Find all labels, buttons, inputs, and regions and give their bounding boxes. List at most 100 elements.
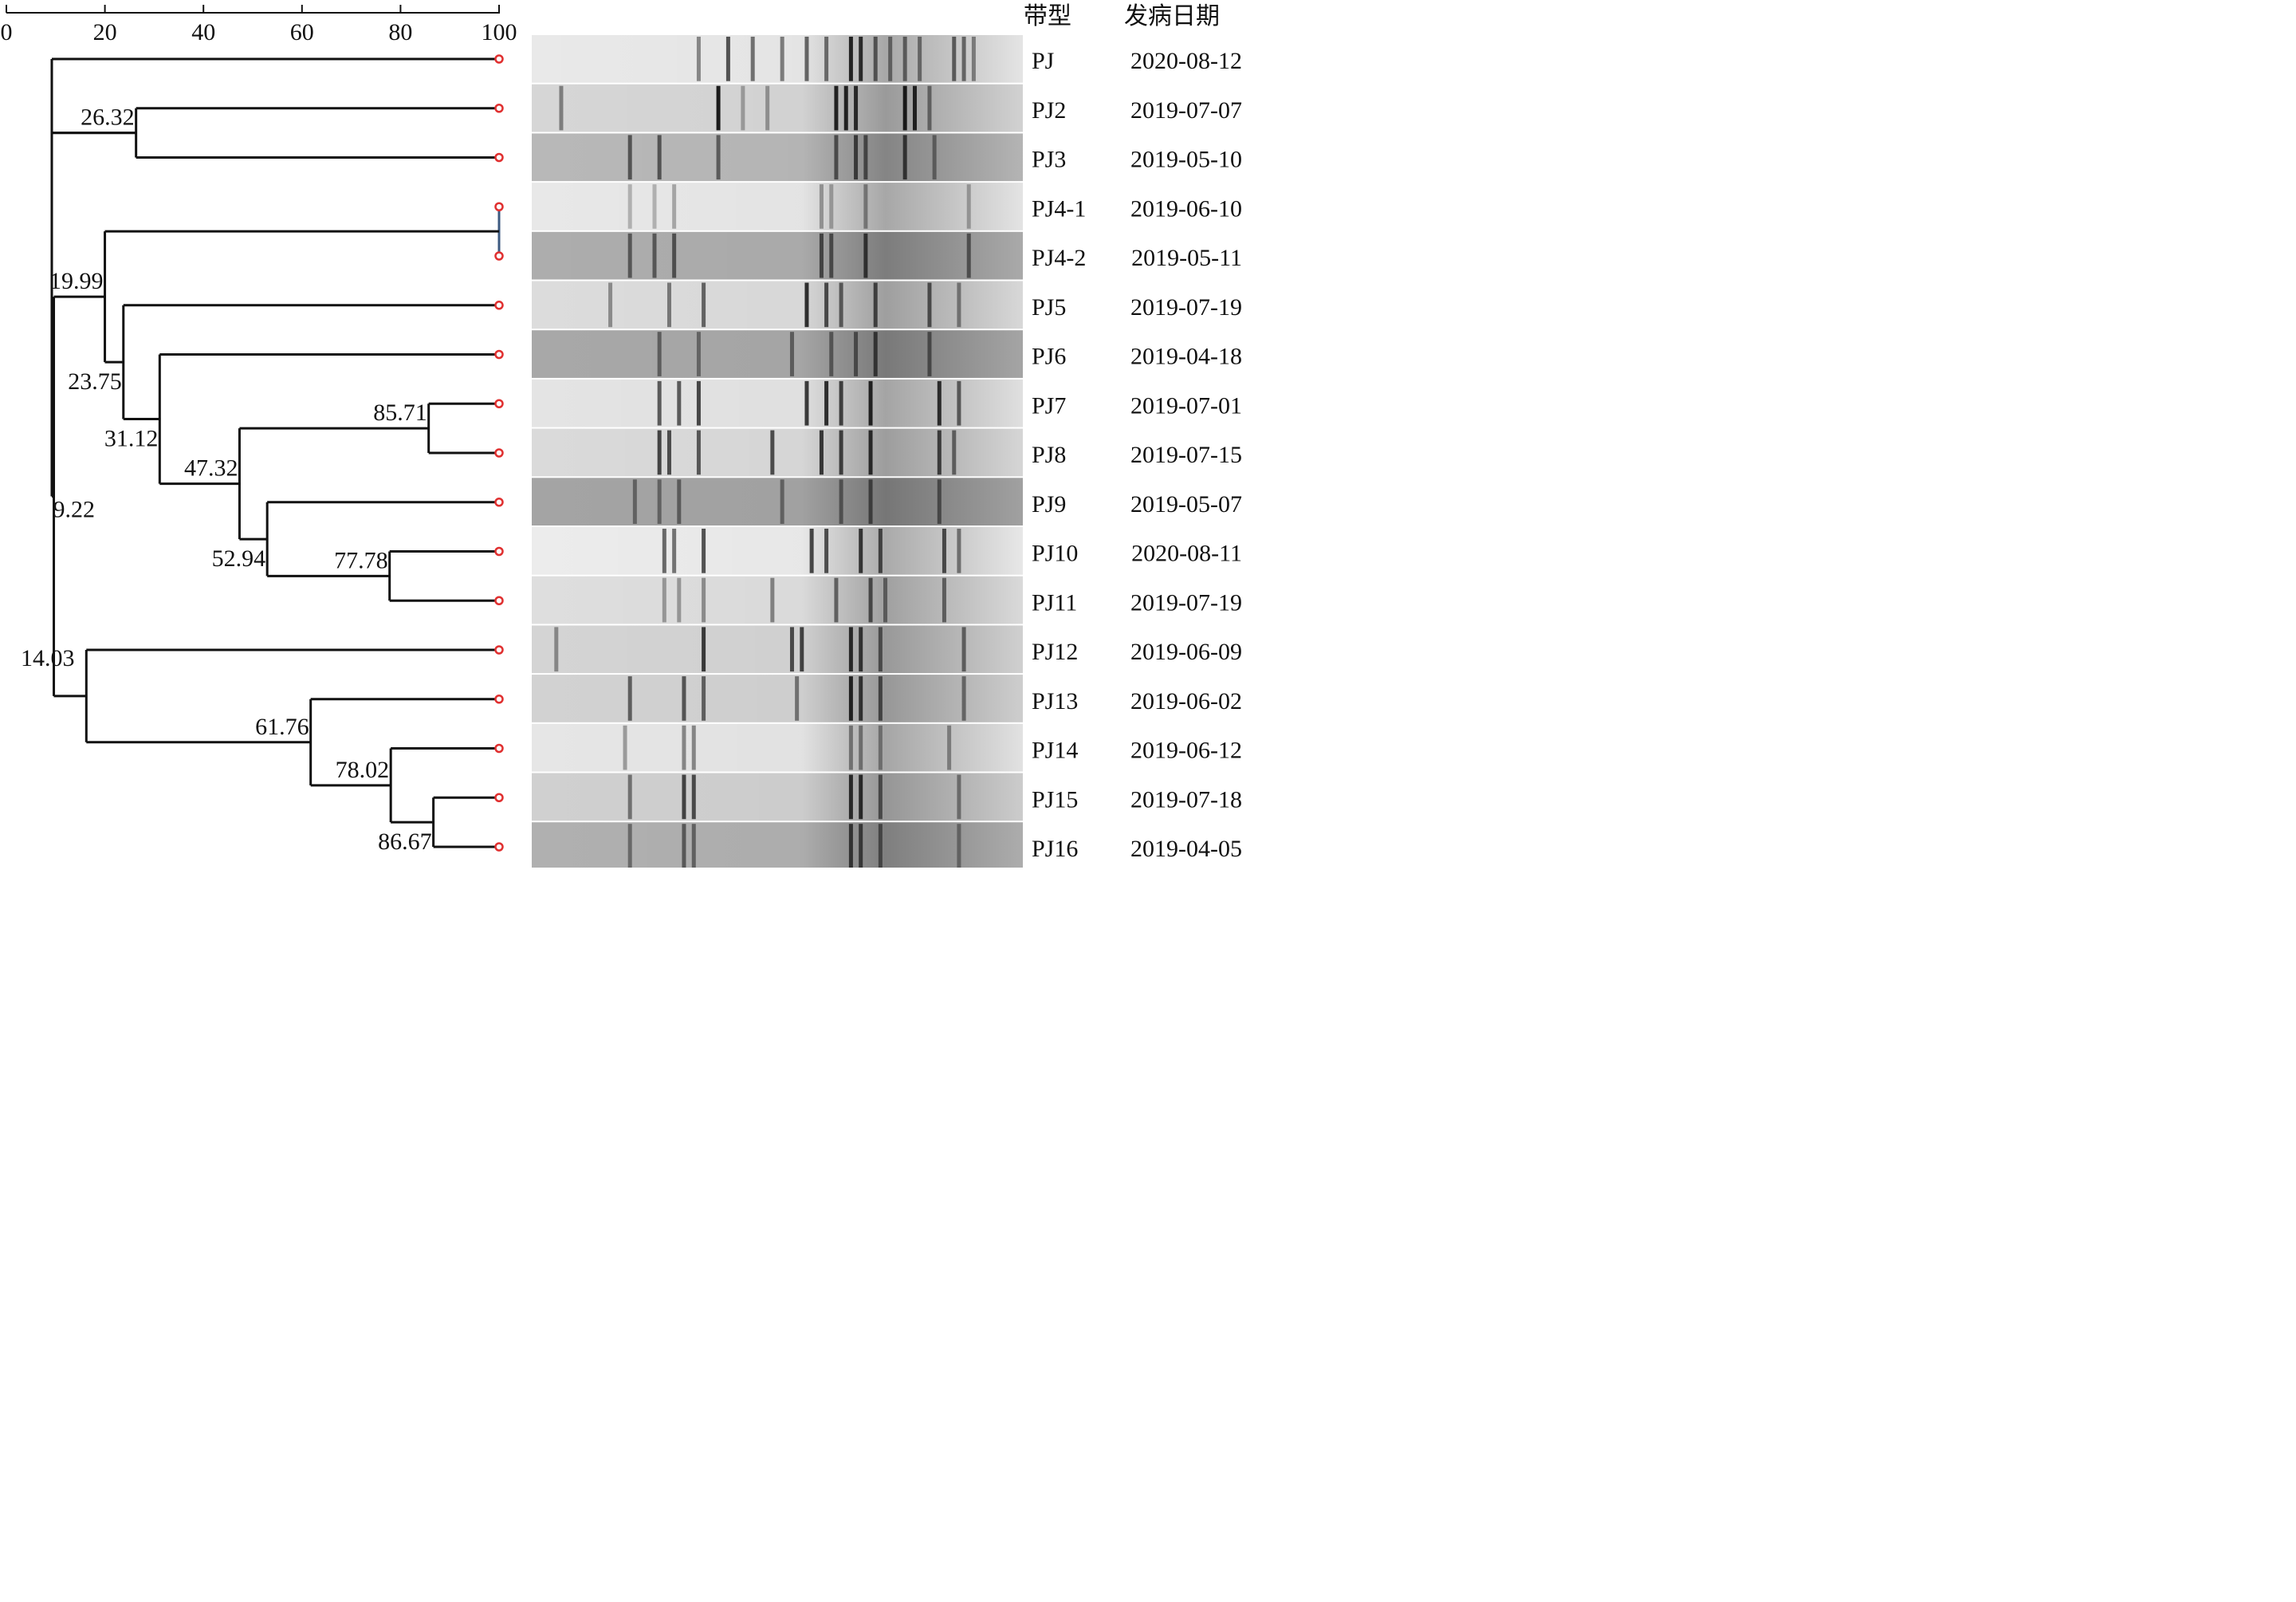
node-similarity-label: 47.32: [184, 455, 238, 482]
gel-lane: [532, 723, 1023, 772]
leaf-marker: [494, 301, 504, 310]
leaf-marker: [494, 202, 504, 211]
gel-lane-smear: [532, 822, 1023, 868]
onset-date-label: 2020-08-12: [1130, 48, 1242, 74]
gel-lane-smear: [532, 625, 1023, 674]
gel-band: [657, 135, 662, 180]
gel-band: [765, 85, 770, 131]
gel-lane-smear: [532, 84, 1023, 132]
node-similarity-label: 61.76: [255, 714, 309, 740]
gel-lane: [532, 773, 1023, 821]
sample-row: PJ9 2019-05-07: [1032, 491, 1242, 518]
gel-band: [848, 37, 853, 81]
gel-band: [834, 577, 839, 623]
gel-band: [854, 85, 859, 131]
leaf-marker: [494, 399, 504, 408]
gel-lane: [532, 428, 1023, 477]
gel-lane-smear: [532, 773, 1023, 821]
gel-band: [657, 479, 662, 524]
gel-band: [957, 529, 961, 573]
sample-row: PJ7 2019-07-01: [1032, 392, 1242, 419]
gel-band: [952, 430, 957, 475]
gel-band: [672, 184, 677, 229]
gel-band: [947, 725, 952, 770]
gel-band: [824, 380, 829, 426]
gel-band: [829, 332, 834, 376]
gel-band: [848, 725, 853, 770]
gel-band: [804, 37, 809, 81]
gel-band: [623, 725, 627, 770]
gel-lane: [532, 183, 1023, 230]
gel-band: [961, 37, 966, 81]
gel-band: [839, 479, 843, 524]
gel-lane-smear: [532, 231, 1023, 280]
gel-band: [957, 824, 961, 868]
onset-date-label: 2019-04-18: [1130, 344, 1242, 370]
gel-band: [942, 529, 946, 573]
sample-row: PJ13 2019-06-02: [1032, 688, 1242, 714]
leaf-marker: [494, 498, 504, 507]
onset-date-label: 2019-06-09: [1130, 639, 1242, 665]
gel-band: [859, 676, 863, 721]
leaf-marker: [494, 546, 504, 557]
gel-band: [741, 85, 745, 131]
gel-lane-smear: [532, 478, 1023, 525]
node-labels: 9.22 26.32 19.99 23.75 31.12 47.32 85.71 52.94 7…: [21, 104, 432, 856]
gel-band: [652, 184, 657, 229]
gel-band: [829, 184, 834, 229]
gel-band: [702, 282, 706, 328]
onset-date-label: 2019-07-18: [1130, 786, 1242, 813]
gel-band: [657, 380, 662, 426]
leaf-marker: [494, 349, 504, 360]
gel-band: [927, 85, 932, 131]
gel-band: [702, 676, 706, 721]
sample-row: PJ 2020-08-12: [1032, 48, 1242, 74]
axis-tick-label: 20: [93, 19, 117, 45]
gel-band: [937, 479, 942, 524]
sample-row: PJ12 2019-06-09: [1032, 639, 1242, 665]
gel-band: [966, 233, 971, 278]
gel-band: [789, 332, 794, 376]
gel-band: [627, 135, 632, 180]
gel-band: [627, 184, 632, 229]
sample-row: PJ8 2019-07-15: [1032, 442, 1242, 468]
band-type-label: PJ4-2: [1032, 245, 1086, 271]
gel-lane-smear: [532, 281, 1023, 329]
gel-band: [868, 430, 873, 475]
onset-date-label: 2019-05-07: [1130, 491, 1242, 518]
gel-band: [824, 282, 829, 328]
gel-band: [834, 85, 839, 131]
onset-date-label: 2019-06-12: [1130, 738, 1242, 764]
gel-band: [859, 627, 863, 672]
gel-band: [961, 627, 966, 672]
onset-date-label: 2020-08-11: [1131, 541, 1242, 567]
gel-band: [702, 577, 706, 623]
gel-band: [716, 135, 721, 180]
sample-row: PJ10 2020-08-11: [1032, 541, 1242, 567]
dendrogram: [50, 57, 501, 848]
sample-row: PJ6 2019-04-18: [1032, 344, 1242, 370]
gel-band: [952, 37, 957, 81]
gel-lane: [532, 625, 1023, 674]
gel-band: [868, 380, 873, 426]
gel-band: [804, 380, 809, 426]
gel-band: [627, 774, 632, 820]
leaf-markers: [494, 54, 504, 852]
sample-row: PJ16 2019-04-05: [1032, 836, 1242, 862]
gel-band: [854, 135, 859, 180]
node-similarity-label: 9.22: [53, 497, 95, 523]
gel-band: [662, 529, 666, 573]
gel-lane-smear: [532, 330, 1023, 378]
gel-lane-smear: [532, 576, 1023, 624]
gel-band: [859, 774, 863, 820]
gel-band: [918, 37, 922, 81]
gel-band: [863, 135, 868, 180]
band-type-label: PJ8: [1032, 442, 1066, 468]
gel-lane: [532, 84, 1023, 132]
leaf-marker: [494, 152, 504, 163]
node-similarity-label: 23.75: [68, 368, 122, 395]
gel-band: [878, 774, 883, 820]
gel-band: [672, 233, 677, 278]
onset-date-label: 2019-07-01: [1130, 392, 1242, 419]
gel-band: [677, 479, 682, 524]
